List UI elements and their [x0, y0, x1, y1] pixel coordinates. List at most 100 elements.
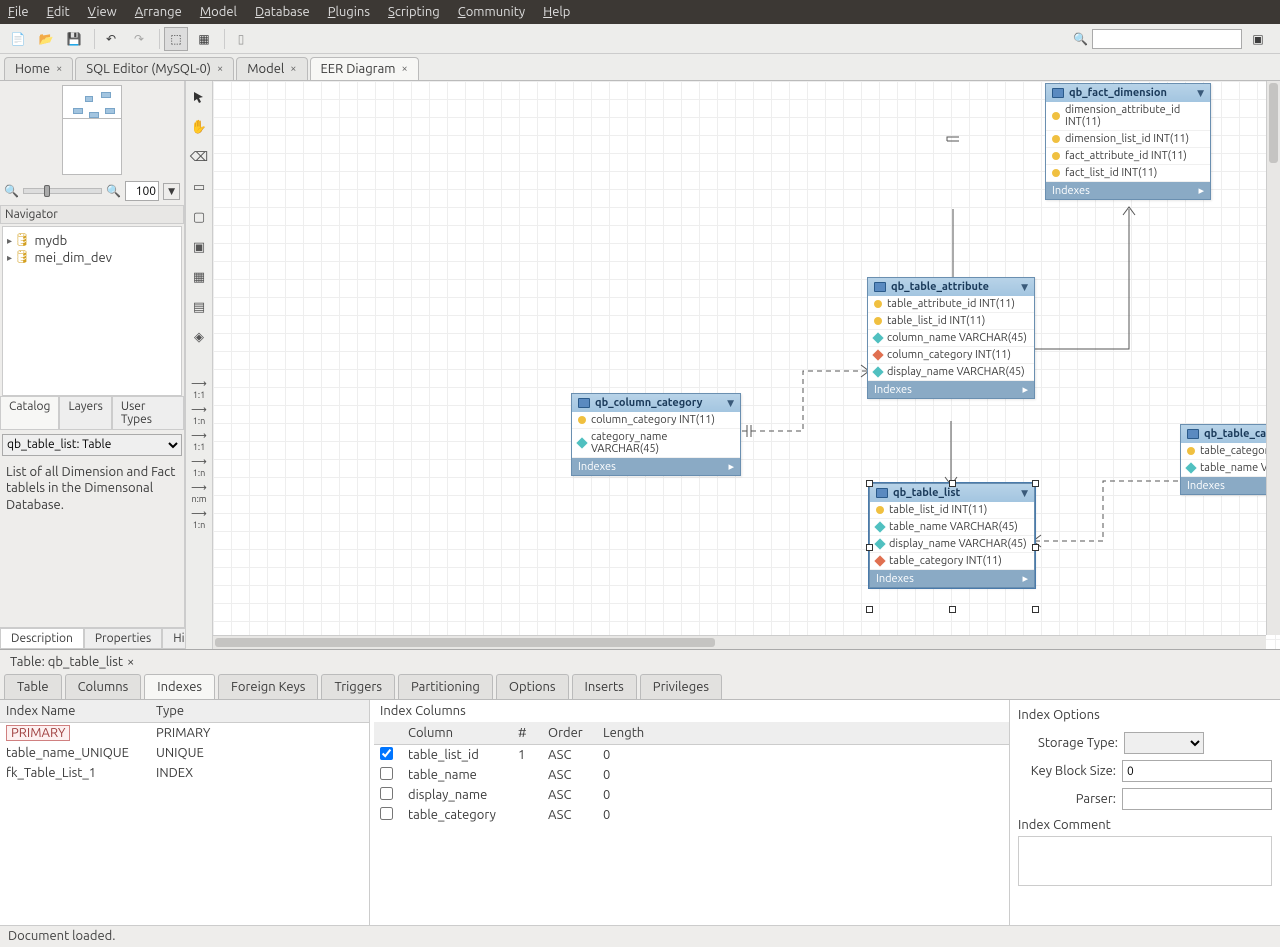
- storage-type-select[interactable]: [1124, 732, 1204, 754]
- search-input[interactable]: [1092, 29, 1242, 49]
- close-icon[interactable]: ×: [56, 63, 62, 75]
- db-item[interactable]: ▸🛢mei_dim_dev: [7, 250, 177, 265]
- eer-canvas[interactable]: qb_fact_dimension▼ dimension_attribute_i…: [213, 81, 1280, 649]
- indexes-section[interactable]: Indexes▸: [572, 458, 740, 475]
- relation-tool-icon[interactable]: ⟶1:n: [189, 453, 209, 479]
- entity-header[interactable]: qb_column_category▼: [572, 394, 740, 412]
- entity-tcat[interactable]: qb_table_category▼ table_category INT(11…: [1180, 424, 1280, 495]
- close-icon[interactable]: ×: [402, 63, 408, 75]
- indexes-section[interactable]: Indexes▸: [868, 381, 1034, 398]
- entity-colcat[interactable]: qb_column_category▼ column_category INT(…: [571, 393, 741, 476]
- undo-icon[interactable]: ↶: [99, 27, 123, 51]
- editor-tab-columns[interactable]: Columns: [65, 674, 142, 699]
- relation-tool-icon[interactable]: ⟶1:n: [189, 401, 209, 427]
- close-icon[interactable]: ×: [290, 63, 296, 75]
- relation-tool-icon[interactable]: ⟶n:m: [189, 479, 209, 505]
- index-row[interactable]: PRIMARYPRIMARY: [0, 723, 369, 743]
- column-checkbox[interactable]: [380, 787, 393, 800]
- entity-tlist[interactable]: qb_table_list▼ table_list_id INT(11)tabl…: [869, 483, 1035, 588]
- grid-icon[interactable]: ▦: [192, 27, 216, 51]
- layer-tool-icon[interactable]: ▭: [189, 177, 209, 197]
- indexes-section[interactable]: Indexes▸: [870, 570, 1034, 587]
- parser-input[interactable]: [1122, 788, 1272, 810]
- editor-tab-table[interactable]: Table: [4, 674, 62, 699]
- indexes-section[interactable]: Indexes▸: [1046, 182, 1210, 199]
- index-row[interactable]: table_name_UNIQUEUNIQUE: [0, 743, 369, 763]
- close-icon[interactable]: ×: [217, 63, 223, 75]
- catalog-tab-user-types[interactable]: User Types: [112, 396, 184, 430]
- doc-icon[interactable]: ▯: [229, 27, 253, 51]
- index-column-row[interactable]: table_name ASC 0: [374, 765, 1009, 785]
- editor-tab-privileges[interactable]: Privileges: [640, 674, 722, 699]
- editor-tab-options[interactable]: Options: [496, 674, 569, 699]
- table-select[interactable]: qb_table_list: Table: [2, 434, 182, 456]
- navigator-minimap[interactable]: [62, 85, 122, 175]
- menu-view[interactable]: View: [88, 5, 117, 19]
- close-icon[interactable]: ×: [127, 655, 134, 669]
- entity-header[interactable]: qb_table_attribute▼: [868, 278, 1034, 296]
- search-go-icon[interactable]: ▣: [1246, 27, 1270, 51]
- selection-icon[interactable]: ⬚: [164, 27, 188, 51]
- zoom-input[interactable]: [125, 181, 159, 201]
- relation-tool-icon[interactable]: ⟶1:n: [189, 505, 209, 531]
- zoom-dropdown-icon[interactable]: ▼: [163, 183, 180, 200]
- editor-tab-foreign-keys[interactable]: Foreign Keys: [218, 674, 318, 699]
- editor-tab-indexes[interactable]: Indexes: [144, 674, 215, 699]
- new-file-icon[interactable]: 📄: [6, 27, 30, 51]
- desc-tab-description[interactable]: Description: [0, 628, 84, 649]
- pointer-tool-icon[interactable]: [189, 87, 209, 107]
- db-item[interactable]: ▸🛢mydb: [7, 233, 177, 248]
- open-file-icon[interactable]: 📂: [34, 27, 58, 51]
- index-column-row[interactable]: table_category ASC 0: [374, 805, 1009, 825]
- vertical-scrollbar[interactable]: [1266, 81, 1280, 635]
- zoom-out-icon[interactable]: 🔍: [4, 184, 19, 198]
- image-tool-icon[interactable]: ▣: [189, 237, 209, 257]
- catalog-tree[interactable]: ▸🛢mydb ▸🛢mei_dim_dev: [2, 226, 182, 396]
- desc-tab-properties[interactable]: Properties: [84, 628, 162, 649]
- column-checkbox[interactable]: [380, 747, 393, 760]
- catalog-tab-catalog[interactable]: Catalog: [0, 396, 59, 430]
- menu-help[interactable]: Help: [543, 5, 570, 19]
- menu-model[interactable]: Model: [200, 5, 237, 19]
- entity-attr[interactable]: qb_table_attribute▼ table_attribute_id I…: [867, 277, 1035, 399]
- routine-tool-icon[interactable]: ◈: [189, 327, 209, 347]
- horizontal-scrollbar[interactable]: [213, 635, 1266, 649]
- index-row[interactable]: fk_Table_List_1INDEX: [0, 763, 369, 783]
- tab-home[interactable]: Home×: [4, 57, 73, 80]
- eraser-tool-icon[interactable]: ⌫: [189, 147, 209, 167]
- tab-model[interactable]: Model×: [236, 57, 307, 80]
- tab-eer-diagram[interactable]: EER Diagram×: [310, 57, 419, 80]
- hand-tool-icon[interactable]: ✋: [189, 117, 209, 137]
- menu-file[interactable]: File: [8, 5, 29, 19]
- menu-community[interactable]: Community: [458, 5, 525, 19]
- table-tool-icon[interactable]: ▦: [189, 267, 209, 287]
- menu-database[interactable]: Database: [255, 5, 310, 19]
- menu-scripting[interactable]: Scripting: [388, 5, 440, 19]
- table-editor-panel: Table: qb_table_list× TableColumnsIndexe…: [0, 649, 1280, 925]
- note-tool-icon[interactable]: ▢: [189, 207, 209, 227]
- entity-header[interactable]: qb_fact_dimension▼: [1046, 84, 1210, 102]
- relation-tool-icon[interactable]: ⟶1:1: [189, 375, 209, 401]
- save-icon[interactable]: 💾: [62, 27, 86, 51]
- redo-icon[interactable]: ↷: [127, 27, 151, 51]
- catalog-tab-layers[interactable]: Layers: [59, 396, 111, 430]
- menu-arrange[interactable]: Arrange: [135, 5, 182, 19]
- index-column-row[interactable]: display_name ASC 0: [374, 785, 1009, 805]
- index-column-row[interactable]: table_list_id 1 ASC 0: [374, 745, 1009, 765]
- key-block-size-input[interactable]: [1122, 760, 1272, 782]
- column-row: column_category INT(11): [868, 347, 1034, 364]
- column-checkbox[interactable]: [380, 767, 393, 780]
- index-list[interactable]: Index NameType PRIMARYPRIMARYtable_name_…: [0, 700, 370, 925]
- view-tool-icon[interactable]: ▤: [189, 297, 209, 317]
- editor-tab-inserts[interactable]: Inserts: [572, 674, 637, 699]
- relation-tool-icon[interactable]: ⟶1:1: [189, 427, 209, 453]
- zoom-in-icon[interactable]: 🔍: [106, 184, 121, 198]
- column-checkbox[interactable]: [380, 807, 393, 820]
- menu-plugins[interactable]: Plugins: [328, 5, 370, 19]
- entity-fact_dim[interactable]: qb_fact_dimension▼ dimension_attribute_i…: [1045, 83, 1211, 200]
- tab-sql-editor-mysql-0-[interactable]: SQL Editor (MySQL-0)×: [75, 57, 234, 80]
- menu-edit[interactable]: Edit: [47, 5, 70, 19]
- index-comment-input[interactable]: [1018, 836, 1272, 886]
- editor-tab-partitioning[interactable]: Partitioning: [398, 674, 493, 699]
- editor-tab-triggers[interactable]: Triggers: [321, 674, 395, 699]
